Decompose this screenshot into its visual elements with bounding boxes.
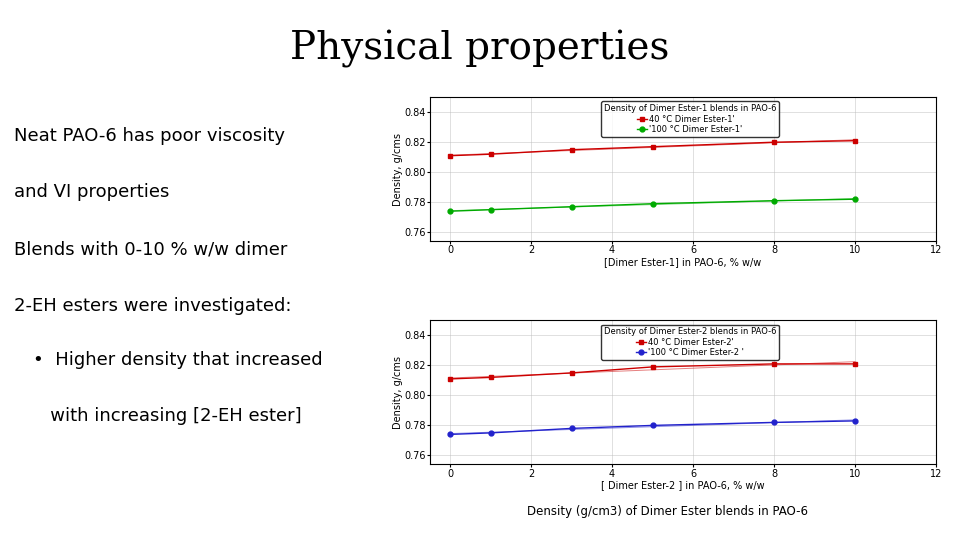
- '100 °C Dimer Ester-2 ': [444, 431, 456, 437]
- Text: 2-EH esters were investigated:: 2-EH esters were investigated:: [13, 298, 291, 315]
- '100 °C Dimer Ester-1': [850, 196, 861, 202]
- X-axis label: [Dimer Ester-1] in PAO-6, % w/w: [Dimer Ester-1] in PAO-6, % w/w: [604, 256, 761, 267]
- X-axis label: [ Dimer Ester-2 ] in PAO-6, % w/w: [ Dimer Ester-2 ] in PAO-6, % w/w: [601, 480, 765, 490]
- 40 °C Dimer Ester-1': [768, 139, 780, 145]
- '100 °C Dimer Ester-2 ': [647, 422, 659, 429]
- Line: 40 °C Dimer Ester-2': 40 °C Dimer Ester-2': [447, 361, 857, 381]
- Text: Physical properties: Physical properties: [290, 30, 670, 68]
- '100 °C Dimer Ester-2 ': [485, 430, 496, 436]
- 40 °C Dimer Ester-1': [647, 144, 659, 150]
- 40 °C Dimer Ester-1': [444, 152, 456, 159]
- '100 °C Dimer Ester-1': [768, 198, 780, 204]
- Line: '100 °C Dimer Ester-1': '100 °C Dimer Ester-1': [447, 197, 857, 214]
- Text: Neat PAO-6 has poor viscosity: Neat PAO-6 has poor viscosity: [13, 126, 284, 145]
- 40 °C Dimer Ester-1': [850, 138, 861, 144]
- Y-axis label: Density, g/cms: Density, g/cms: [393, 356, 403, 429]
- Text: and VI properties: and VI properties: [13, 184, 169, 201]
- 40 °C Dimer Ester-1': [485, 151, 496, 158]
- 40 °C Dimer Ester-2': [850, 361, 861, 367]
- Legend: 40 °C Dimer Ester-2', '100 °C Dimer Ester-2 ': 40 °C Dimer Ester-2', '100 °C Dimer Este…: [601, 325, 779, 360]
- 40 °C Dimer Ester-1': [565, 146, 577, 153]
- '100 °C Dimer Ester-2 ': [768, 419, 780, 426]
- 40 °C Dimer Ester-2': [565, 370, 577, 376]
- '100 °C Dimer Ester-2 ': [850, 417, 861, 424]
- '100 °C Dimer Ester-1': [647, 200, 659, 207]
- '100 °C Dimer Ester-1': [485, 206, 496, 213]
- '100 °C Dimer Ester-1': [444, 208, 456, 214]
- Text: with increasing [2-EH ester]: with increasing [2-EH ester]: [34, 408, 302, 426]
- Line: '100 °C Dimer Ester-2 ': '100 °C Dimer Ester-2 ': [447, 418, 857, 437]
- Legend: 40 °C Dimer Ester-1', '100 °C Dimer Ester-1': 40 °C Dimer Ester-1', '100 °C Dimer Este…: [601, 102, 779, 137]
- Y-axis label: Density, g/cms: Density, g/cms: [393, 133, 403, 206]
- Line: 40 °C Dimer Ester-1': 40 °C Dimer Ester-1': [447, 138, 857, 158]
- 40 °C Dimer Ester-2': [647, 363, 659, 370]
- Text: •  Higher density that increased: • Higher density that increased: [34, 350, 324, 369]
- Text: Density (g/cm3) of Dimer Ester blends in PAO-6: Density (g/cm3) of Dimer Ester blends in…: [527, 505, 807, 518]
- Text: Blends with 0-10 % w/w dimer: Blends with 0-10 % w/w dimer: [13, 240, 287, 259]
- '100 °C Dimer Ester-1': [565, 204, 577, 210]
- '100 °C Dimer Ester-2 ': [565, 425, 577, 431]
- 40 °C Dimer Ester-2': [485, 374, 496, 381]
- 40 °C Dimer Ester-2': [444, 376, 456, 382]
- 40 °C Dimer Ester-2': [768, 361, 780, 367]
